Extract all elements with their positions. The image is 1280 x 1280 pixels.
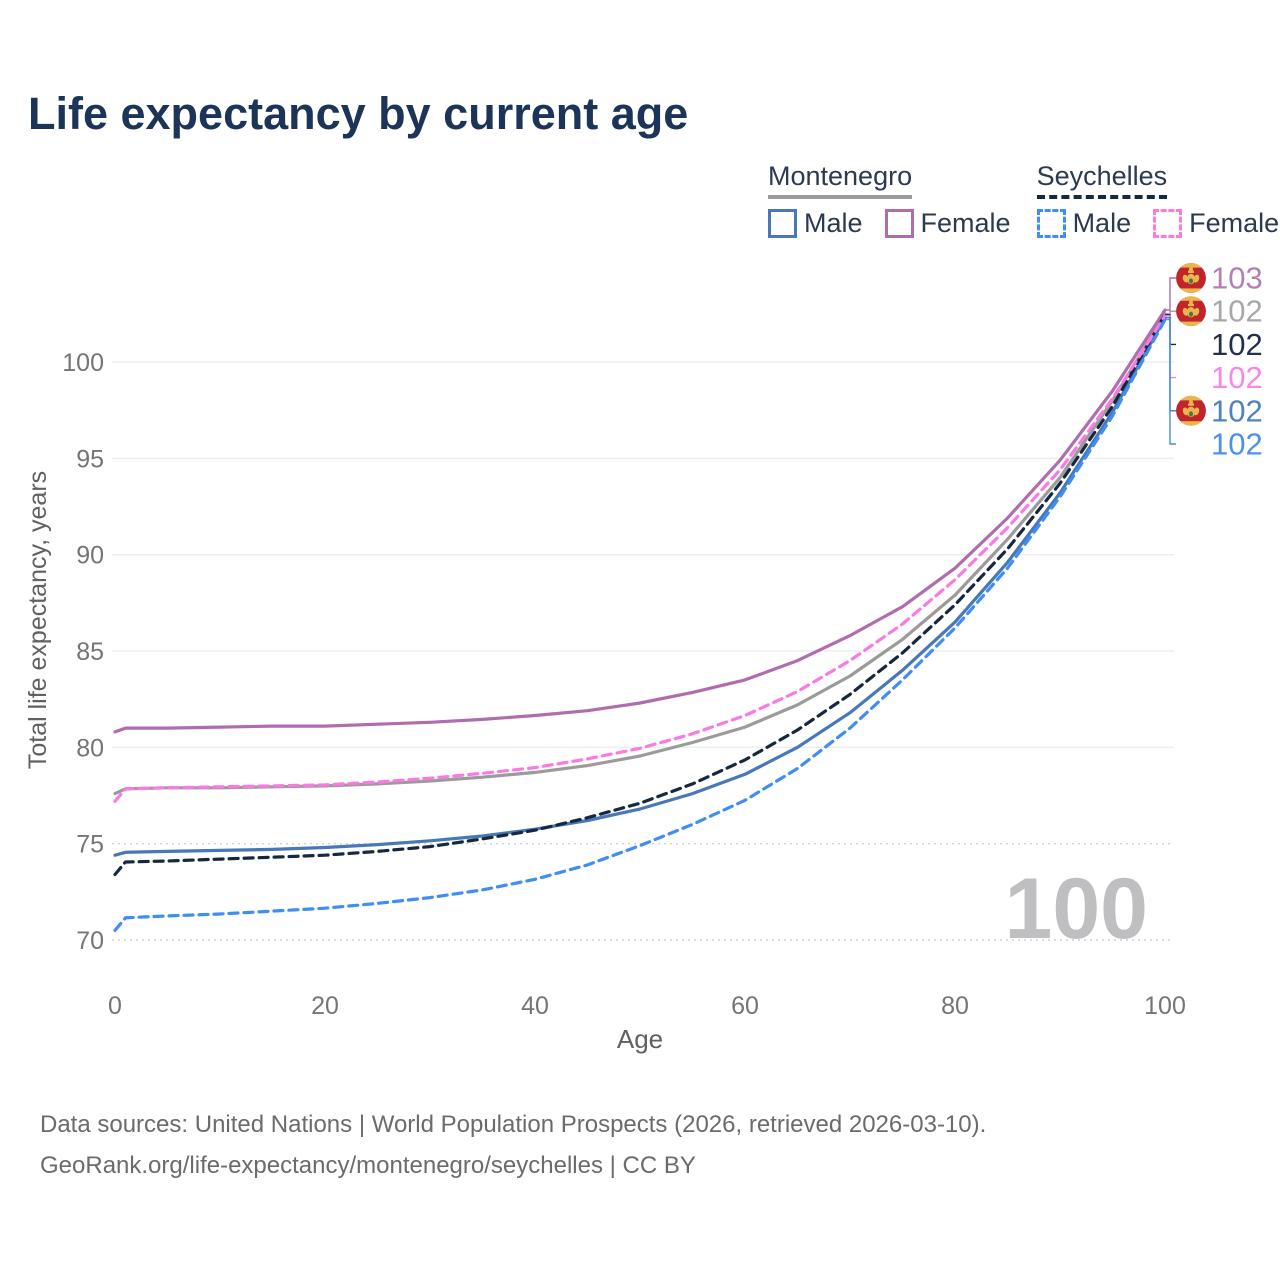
legend-header-montenegro: Montenegro <box>768 161 913 199</box>
end-value-label: 102 <box>1211 327 1263 362</box>
seychelles-flag-icon <box>1171 326 1211 364</box>
montenegro-female-swatch-icon <box>884 209 914 238</box>
data-sources-line: Data sources: United Nations | World Pop… <box>40 1111 987 1138</box>
x-tick-label: 60 <box>731 992 759 1020</box>
x-tick-label: 40 <box>521 992 549 1020</box>
y-axis-title: Total life expectancy, years <box>24 471 52 769</box>
x-tick-label: 100 <box>1144 992 1186 1020</box>
y-tick-label: 75 <box>76 831 104 859</box>
chart-legend: Montenegro Male Female Seychelles Male <box>768 161 1279 239</box>
y-tick-label: 70 <box>76 927 104 955</box>
age-watermark: 100 <box>1005 861 1149 957</box>
seychelles-female-swatch-icon <box>1153 209 1183 238</box>
line-chart: 100 100 95 90 85 80 75 70 0 20 40 60 80 100 Total l… <box>24 261 1263 1055</box>
page-title: Life expectancy by current age <box>28 88 689 139</box>
legend-item-label: Female <box>1189 208 1280 238</box>
legend-group-seychelles: Seychelles Male Female <box>1036 161 1279 239</box>
x-axis-title: Age <box>617 1024 663 1054</box>
end-value-label: 102 <box>1211 393 1263 428</box>
legend-item-label: Female <box>920 208 1011 238</box>
legend-group-montenegro: Montenegro Male Female <box>768 161 1011 239</box>
end-value-label: 103 <box>1211 261 1263 296</box>
legend-item-seychelles-male[interactable]: Male <box>1036 208 1132 239</box>
y-tick-label: 90 <box>76 542 104 570</box>
legend-item-montenegro-male[interactable]: Male <box>768 208 863 239</box>
line-seychelles-male <box>113 318 1167 933</box>
x-tick-label: 80 <box>941 992 969 1020</box>
line-montenegro-male <box>113 316 1167 857</box>
legend-item-seychelles-female[interactable]: Female <box>1153 208 1279 239</box>
flag-icons <box>1171 263 1211 464</box>
legend-item-label: Male <box>1072 208 1132 238</box>
attribution-line: GeoRank.org/life-expectancy/montenegro/s… <box>40 1152 696 1179</box>
end-value-label: 102 <box>1211 427 1263 462</box>
leader-line <box>1165 310 1176 315</box>
series-lines <box>113 308 1167 933</box>
montenegro-flag-icon <box>1176 296 1206 327</box>
montenegro-flag-icon <box>1176 263 1206 293</box>
x-axis-tick-labels: 0 20 40 60 80 100 <box>108 992 1186 1020</box>
montenegro-male-swatch-icon <box>768 209 797 238</box>
leader-line <box>1165 277 1176 311</box>
gridlines <box>112 361 1174 941</box>
x-tick-label: 20 <box>311 992 339 1020</box>
line-seychelles-female <box>113 314 1167 803</box>
end-value-label: 102 <box>1211 360 1263 395</box>
legend-header-seychelles: Seychelles <box>1036 161 1168 199</box>
seychelles-flag-icon <box>1171 360 1211 398</box>
y-tick-label: 80 <box>76 734 104 762</box>
legend-item-label: Male <box>804 208 863 238</box>
end-value-label: 102 <box>1211 294 1263 329</box>
leader-lines <box>1165 277 1176 445</box>
leader-line <box>1165 318 1176 445</box>
seychelles-flag-icon <box>1171 426 1211 464</box>
y-tick-label: 85 <box>76 638 104 666</box>
legend-item-montenegro-female[interactable]: Female <box>884 208 1011 239</box>
y-axis-tick-labels: 100 95 90 85 80 75 70 <box>62 349 104 955</box>
seychelles-male-swatch-icon <box>1036 209 1066 238</box>
y-tick-label: 100 <box>62 349 104 377</box>
x-tick-label: 0 <box>108 992 122 1020</box>
line-montenegro-total <box>113 312 1167 796</box>
footer: Data sources: United Nations | World Pop… <box>40 1104 986 1186</box>
y-tick-label: 95 <box>76 445 104 473</box>
line-seychelles-total <box>113 313 1167 877</box>
montenegro-flag-icon <box>1176 395 1206 426</box>
line-montenegro-female <box>113 308 1167 734</box>
